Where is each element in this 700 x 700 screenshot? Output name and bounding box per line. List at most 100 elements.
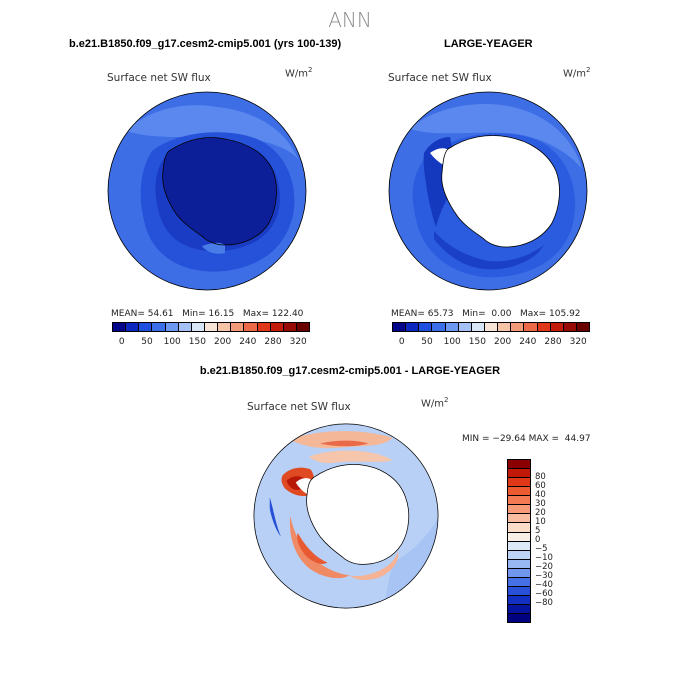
right-colorbar-tick-label: 150 <box>468 337 486 347</box>
right-max: 105.92 <box>549 309 581 319</box>
right-colorbar-swatch <box>419 323 433 331</box>
diff-colorbar-swatch <box>508 577 530 587</box>
left-colorbar-tick-label: 280 <box>264 337 282 347</box>
right-min-label: Min= <box>462 309 486 319</box>
left-colorbar-tick-label: 150 <box>188 337 206 347</box>
left-colorbar-tick-label: 0 <box>118 337 125 347</box>
left-colorbar-swatch <box>126 323 140 331</box>
diff-colorbar-tick-label: 20 <box>535 508 546 518</box>
diff-colorbar-ticks: 80 60 40 30 20 10 5 0 −5 −10 −20 −30 −40 −60 −80 <box>535 459 575 621</box>
right-max-label: Max= <box>520 309 547 319</box>
right-colorbar-tick-label: 280 <box>544 337 562 347</box>
left-colorbar-swatch <box>218 323 232 331</box>
diff-colorbar-swatch <box>508 532 530 542</box>
diff-minmax: MIN = −29.64 MAX = 44.97 <box>462 434 591 444</box>
diff-colorbar-swatch <box>508 595 530 605</box>
right-colorbar-swatch <box>445 323 459 331</box>
right-stats: MEAN= 65.73 Min= 0.00 Max= 105.92 <box>391 309 581 319</box>
right-colorbar-swatch <box>537 323 551 331</box>
diff-colorbar-tick-label: −5 <box>535 544 548 554</box>
right-colorbar-swatch <box>458 323 472 331</box>
left-stats: MEAN= 54.61 Min= 16.15 Max= 122.40 <box>111 309 303 319</box>
diff-colorbar-swatch <box>508 541 530 551</box>
left-colorbar-swatch <box>165 323 179 331</box>
right-colorbar-tick-label: 0 <box>398 337 405 347</box>
right-colorbar-swatch <box>498 323 512 331</box>
diff-colorbar-swatch <box>508 487 530 497</box>
season-title: ANN <box>328 8 372 32</box>
diff-colorbar-swatch <box>508 568 530 578</box>
diff-colorbar-tick-label: −30 <box>535 571 553 581</box>
right-panel-title: LARGE-YEAGER <box>444 38 533 50</box>
right-colorbar-swatch <box>511 323 525 331</box>
right-colorbar-swatch <box>406 323 420 331</box>
left-colorbar-tick-label: 320 <box>289 337 307 347</box>
diff-colorbar-swatch <box>508 586 530 596</box>
right-colorbar-ticks: 0 50 100 150 200 240 280 320 <box>392 337 588 349</box>
diff-colorbar-swatch <box>508 605 530 615</box>
right-colorbar-swatch <box>471 323 485 331</box>
left-colorbar-swatch <box>270 323 284 331</box>
right-colorbar-swatch <box>576 323 590 331</box>
diff-colorbar-swatch <box>508 460 530 470</box>
right-field-name: Surface net SW flux <box>388 72 492 84</box>
right-colorbar-swatch <box>393 323 407 331</box>
diff-colorbar-swatch <box>508 559 530 569</box>
left-max: 122.40 <box>271 309 304 319</box>
diff-colorbar-swatch <box>508 514 530 524</box>
diff-polar-map <box>253 423 439 609</box>
left-colorbar-swatch <box>204 323 219 331</box>
right-polar-map <box>388 91 588 291</box>
right-colorbar-tick-label: 50 <box>421 337 433 347</box>
right-colorbar-swatch <box>550 323 564 331</box>
right-colorbar-tick-label: 100 <box>443 337 461 347</box>
diff-colorbar-tick-label: −80 <box>535 597 553 608</box>
left-colorbar-swatch <box>191 323 205 331</box>
left-polar-map <box>107 91 307 291</box>
diff-field-name: Surface net SW flux <box>247 401 351 413</box>
diff-colorbar-tick-label: −40 <box>535 580 553 590</box>
diff-colorbar-tick-label: 10 <box>535 517 546 527</box>
right-mean-label: MEAN= <box>391 309 425 319</box>
left-colorbar <box>112 322 310 332</box>
right-colorbar-tick-label: 320 <box>569 337 587 347</box>
diff-colorbar-swatch <box>508 469 530 479</box>
right-mean: 65.73 <box>427 309 454 319</box>
diff-colorbar <box>507 459 531 623</box>
right-colorbar-tick-label: 200 <box>494 337 512 347</box>
diff-colorbar-tick-label: 0 <box>535 535 541 545</box>
right-colorbar-swatch <box>563 323 577 331</box>
left-min: 16.15 <box>208 309 235 319</box>
left-colorbar-tick-label: 50 <box>141 337 153 347</box>
diff-colorbar-swatch <box>508 550 530 560</box>
right-min: 0.00 <box>491 309 512 319</box>
diff-colorbar-swatch <box>508 496 530 506</box>
right-colorbar-swatch <box>484 323 499 331</box>
diff-colorbar-swatch <box>508 505 530 515</box>
left-colorbar-swatch <box>231 323 245 331</box>
diff-colorbar-tick-label: −20 <box>535 562 553 572</box>
left-panel-title: b.e21.B1850.f09_g17.cesm2-cmip5.001 (yrs… <box>69 38 342 50</box>
left-colorbar-tick-label: 100 <box>163 337 181 347</box>
left-max-label: Max= <box>242 309 270 319</box>
left-min-label: Min= <box>182 309 206 319</box>
left-colorbar-swatch <box>152 323 166 331</box>
right-colorbar-tick-label: 240 <box>519 337 537 347</box>
left-colorbar-swatch <box>139 323 153 331</box>
left-colorbar-swatch <box>296 323 310 331</box>
left-colorbar-swatch <box>178 323 192 331</box>
diff-units: W/m2 <box>421 396 449 410</box>
left-mean-label: MEAN= <box>111 309 145 319</box>
diff-colorbar-tick-label: −60 <box>535 589 553 599</box>
left-colorbar-swatch <box>244 323 258 331</box>
diff-colorbar-tick-label: −10 <box>535 553 553 563</box>
diff-colorbar-swatch <box>508 614 530 623</box>
diff-colorbar-tick-label: 30 <box>535 499 546 509</box>
right-colorbar-swatch <box>524 323 538 331</box>
left-units: W/m2 <box>285 66 313 80</box>
diff-panel-title: b.e21.B1850.f09_g17.cesm2-cmip5.001 - LA… <box>199 365 501 377</box>
right-units: W/m2 <box>563 66 591 80</box>
diff-colorbar-tick-label: 80 <box>535 471 546 482</box>
left-colorbar-tick-label: 200 <box>214 337 232 347</box>
diff-colorbar-tick-label: 60 <box>535 481 546 491</box>
